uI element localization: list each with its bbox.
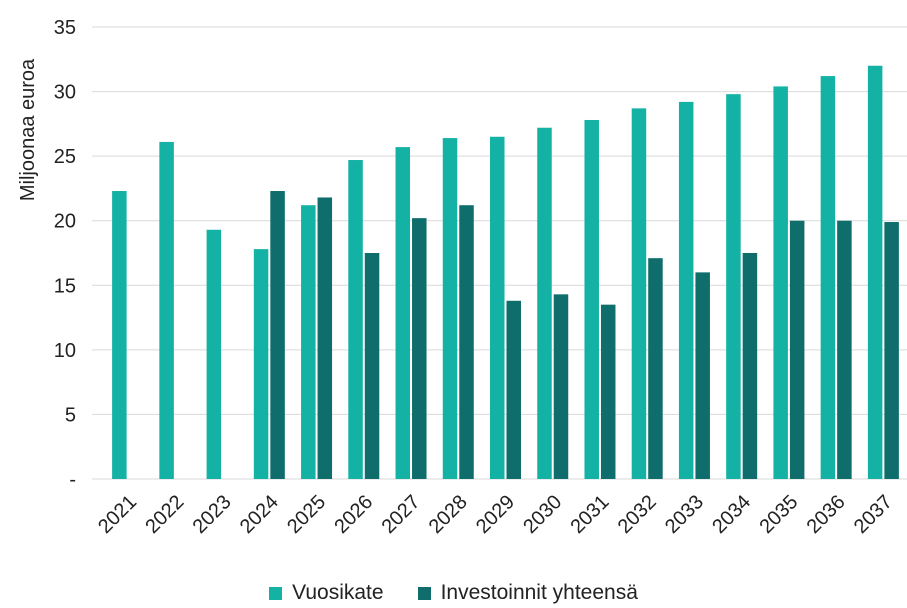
bar-investoinnit: [648, 258, 663, 479]
x-tick-label: 2024: [236, 491, 283, 538]
bar-investoinnit: [364, 253, 380, 479]
y-tick-label: 20: [54, 211, 76, 233]
x-tick-label: 2021: [94, 491, 141, 538]
legend-swatch-vuosikate: [269, 586, 283, 600]
x-tick-label: 2031: [566, 491, 613, 538]
x-tick-label: 2030: [519, 491, 566, 538]
x-tick-label: 2025: [283, 491, 330, 538]
bar-investoinnit: [884, 222, 899, 479]
bar-vuosikate: [726, 94, 741, 479]
bar-vuosikate: [159, 141, 174, 480]
bar-vuosikate: [820, 76, 836, 480]
bar-vuosikate: [867, 65, 883, 479]
legend-swatch-investoinnit: [417, 586, 431, 600]
bar-vuosikate: [773, 86, 788, 480]
x-tick-label: 2028: [425, 491, 472, 538]
bar-investoinnit: [270, 191, 285, 480]
x-tick-label: 2037: [850, 491, 897, 538]
x-tick-label: 2023: [189, 491, 236, 538]
bar-vuosikate: [490, 136, 505, 479]
y-tick-label: 5: [65, 404, 76, 426]
x-tick-label: 2035: [755, 491, 802, 538]
bar-investoinnit: [459, 205, 474, 479]
x-tick-label: 2026: [330, 491, 377, 538]
x-tick-label: 2022: [141, 491, 188, 538]
y-tick-label: 10: [54, 340, 76, 362]
legend-label-investoinnit: Investoinnit yhteensä: [440, 581, 638, 604]
bar-vuosikate: [395, 147, 411, 480]
bar-investoinnit: [695, 272, 710, 479]
x-tick-label: 2033: [661, 491, 708, 538]
y-tick-label: -: [69, 469, 76, 491]
bar-investoinnit: [317, 197, 333, 479]
x-tick-label: 2034: [708, 491, 755, 538]
bar-vuosikate: [631, 108, 647, 480]
legend-label-vuosikate: Vuosikate: [292, 581, 384, 604]
bar-investoinnit: [600, 304, 616, 479]
bar-vuosikate: [537, 127, 552, 479]
y-tick-label: 15: [54, 275, 76, 297]
y-tick-label: 25: [54, 146, 76, 168]
bar-vuosikate: [206, 229, 222, 479]
bar-investoinnit: [506, 300, 521, 479]
bar-investoinnit: [789, 220, 805, 479]
y-axis-ticks: - 5 10 15 20 25 30 35: [54, 17, 76, 491]
bar-investoinnit: [837, 220, 852, 479]
legend: Vuosikate Investoinnit yhteensä: [0, 578, 907, 608]
x-axis-ticks: 2021 2022 2023 2024 2025 2026 2027 2028 2029 2030…: [94, 491, 897, 538]
bar-investoinnit: [553, 294, 569, 479]
bar-investoinnit: [412, 218, 427, 480]
y-tick-label: 30: [54, 82, 76, 104]
x-tick-label: 2032: [614, 491, 661, 538]
legend-item-vuosikate: Vuosikate: [269, 581, 384, 605]
bar-vuosikate: [678, 101, 694, 479]
bar-investoinnit: [742, 253, 758, 479]
x-tick-label: 2029: [472, 491, 519, 538]
y-axis-label: Miljoonaa euroa: [17, 58, 39, 201]
x-tick-label: 2036: [803, 491, 850, 538]
bar-vuosikate: [253, 249, 269, 479]
y-tick-label: 35: [54, 17, 76, 39]
bar-vuosikate: [584, 119, 599, 480]
bar-vuosikate: [112, 191, 127, 480]
bar-vuosikate: [301, 205, 316, 479]
bar-vuosikate: [442, 138, 458, 479]
legend-item-investoinnit: Investoinnit yhteensä: [417, 581, 638, 605]
bars: [112, 65, 899, 480]
x-tick-label: 2027: [378, 491, 425, 538]
bar-vuosikate: [348, 160, 363, 479]
